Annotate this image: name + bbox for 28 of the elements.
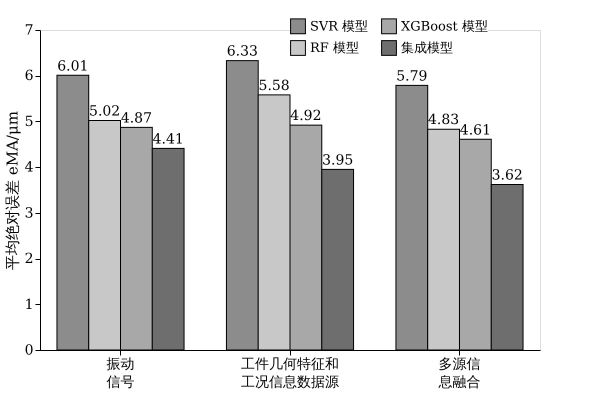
y-axis-title: 平均绝对误差 eMA/μm [4,111,22,270]
y-tick-label: 6 [24,68,34,84]
legend-label: RF 模型 [310,41,359,56]
legend-label: 集成模型 [401,41,453,56]
x-tick-label: 工件几何特征和工况信息数据源 [241,356,339,390]
data-label: 3.62 [492,168,523,184]
data-label: 4.41 [152,131,184,148]
data-label: 4.83 [428,112,460,128]
y-tick-label: 2 [24,251,34,268]
data-label: 3.95 [322,152,354,168]
data-label: 4.92 [290,108,322,124]
legend-label: SVR 模型 [310,19,368,34]
y-tick-label: 3 [24,205,34,222]
y-tick-label: 7 [24,22,34,38]
y-tick-label: 0 [24,342,34,358]
data-label: 6.33 [226,44,258,60]
data-label: 5.02 [89,104,120,120]
y-tick-label: 5 [24,114,34,130]
data-label: 5.58 [258,78,290,94]
legend-label: XGBoost 模型 [401,19,488,34]
data-label: 5.79 [396,68,428,84]
data-label: 4.87 [120,110,152,126]
x-tick-label: 振动信号 [106,356,135,390]
y-tick-label: 4 [24,160,34,176]
x-tick-label: 多源信息融合 [437,356,480,390]
y-tick-label: 1 [24,296,34,313]
data-label: 4.61 [460,122,491,138]
data-label: 6.01 [57,58,88,74]
